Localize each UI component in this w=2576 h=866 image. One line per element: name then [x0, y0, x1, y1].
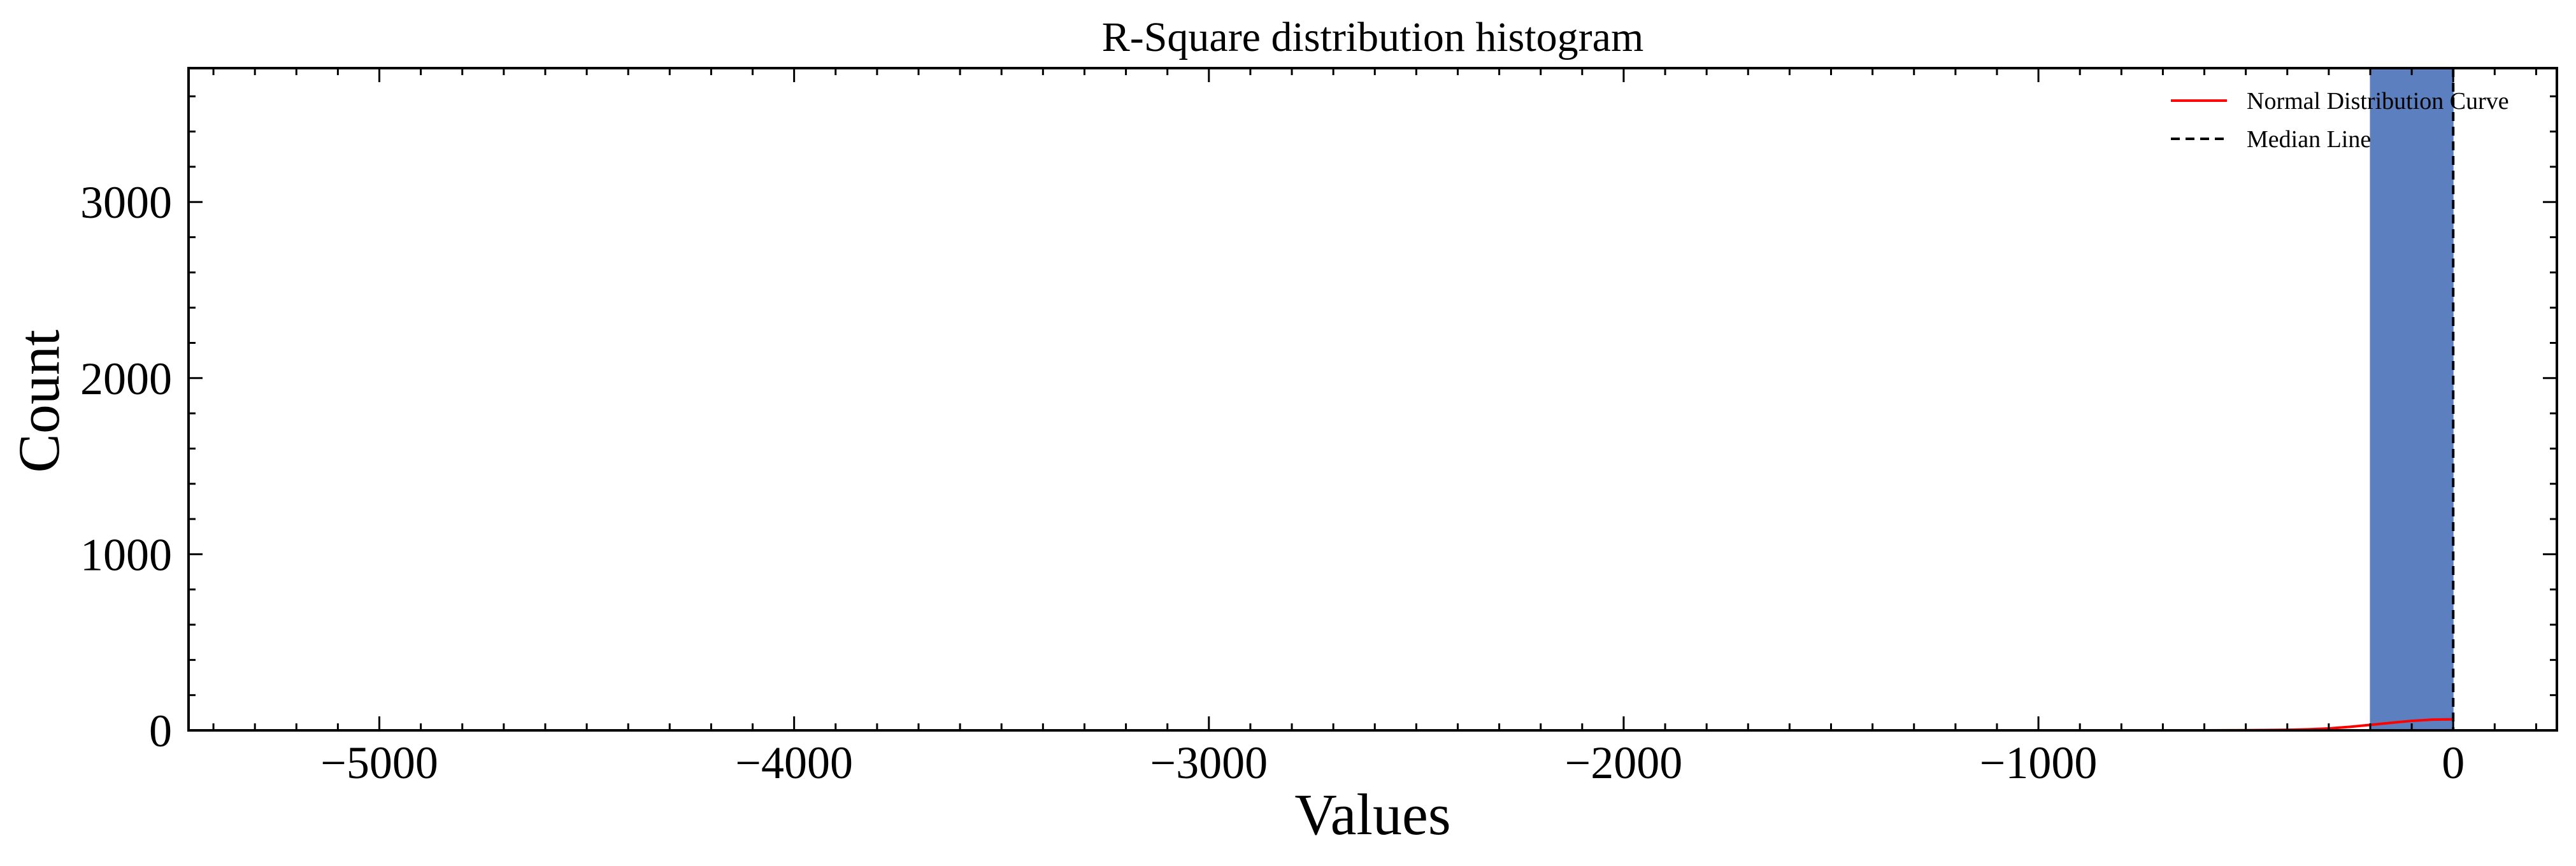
- plot-area: [187, 67, 2558, 732]
- y-axis-ticks: 0 1000 2000 3000: [80, 95, 2557, 756]
- y-axis-label: Count: [6, 329, 71, 472]
- histogram-bars: [2370, 67, 2454, 731]
- x-axis-ticks: −5000 −4000 −3000 −2000 −1000 0: [212, 68, 2537, 788]
- legend: Normal Distribution Curve Median Line: [2171, 88, 2509, 153]
- plot-frame: [187, 67, 2558, 732]
- x-tick-label: −2000: [1565, 737, 1683, 788]
- y-tick-label: 1000: [80, 529, 172, 580]
- y-tick-label: 3000: [80, 177, 172, 228]
- y-tick-label: 2000: [80, 353, 172, 404]
- x-tick-label: −5000: [320, 737, 438, 788]
- histogram-bar: [2370, 67, 2454, 731]
- x-tick-label: −4000: [735, 737, 853, 788]
- x-axis-label: Values: [1294, 782, 1450, 847]
- legend-label-normal-curve: Normal Distribution Curve: [2247, 88, 2509, 115]
- x-tick-label: −3000: [1150, 737, 1268, 788]
- x-tick-label: 0: [2442, 737, 2465, 788]
- chart-title: R-Square distribution histogram: [1102, 14, 1644, 60]
- legend-label-median-line: Median Line: [2247, 126, 2371, 153]
- x-tick-label: −1000: [1980, 737, 2098, 788]
- y-tick-label: 0: [149, 706, 172, 756]
